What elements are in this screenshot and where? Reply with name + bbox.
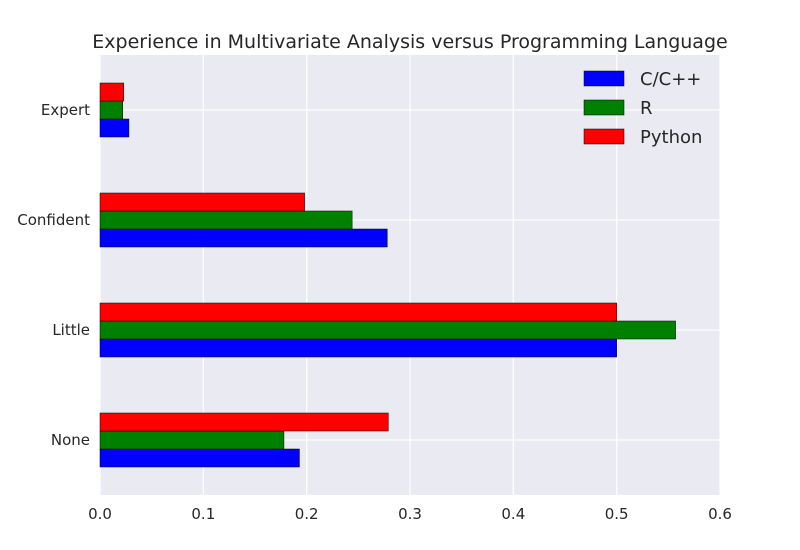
legend-label: C/C++ — [640, 69, 701, 90]
x-axis-ticks: 0.0 0.1 0.2 0.3 0.4 0.5 0.6 — [88, 505, 732, 523]
legend-label: R — [640, 98, 653, 119]
x-tick-label: 0.4 — [501, 505, 525, 523]
legend-label: Python — [640, 127, 702, 148]
y-axis-ticks: None Little Confident Expert — [17, 101, 90, 449]
bar-python-little — [99, 302, 617, 322]
x-tick-label: 0.2 — [295, 505, 319, 523]
x-tick-label: 0.1 — [191, 505, 215, 523]
legend-swatch — [583, 70, 625, 87]
bar-r-confident — [99, 210, 353, 230]
y-tick-label: Little — [52, 321, 90, 339]
bar-c-c--little — [99, 338, 617, 358]
chart-title: Experience in Multivariate Analysis vers… — [92, 31, 727, 53]
bar-python-confident — [99, 192, 305, 212]
bar-r-little — [99, 320, 676, 340]
bar-python-expert — [99, 82, 125, 102]
x-tick-label: 0.6 — [708, 505, 732, 523]
legend-swatch — [583, 99, 625, 116]
bar-python-none — [99, 412, 389, 432]
x-tick-label: 0.3 — [398, 505, 422, 523]
bar-c-c--confident — [99, 228, 388, 248]
bar-c-c--none — [99, 448, 300, 468]
y-tick-label: Expert — [41, 101, 90, 119]
legend-swatch — [583, 128, 625, 145]
x-tick-label: 0.0 — [88, 505, 112, 523]
y-tick-label: None — [51, 431, 90, 449]
bars — [99, 82, 676, 468]
x-tick-label: 0.5 — [605, 505, 629, 523]
legend: C/C++ R Python — [583, 69, 702, 148]
bar-r-expert — [99, 100, 123, 120]
bar-c-c--expert — [99, 118, 130, 138]
y-tick-label: Confident — [17, 211, 90, 229]
bar-r-none — [99, 430, 285, 450]
